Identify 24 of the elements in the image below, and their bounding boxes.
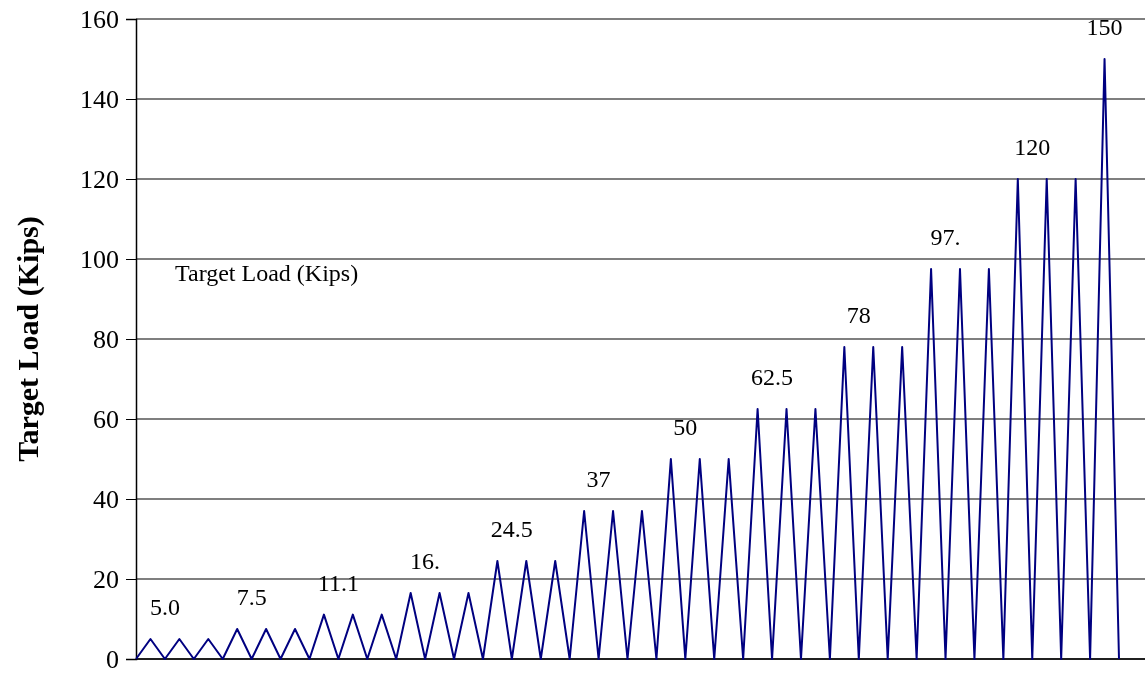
annotation: Target Load (Kips)	[175, 260, 359, 287]
annotation: 97.	[930, 224, 961, 250]
y-tick-label: 140	[80, 84, 119, 114]
y-tick-label: 40	[93, 484, 119, 514]
annotation: 24.5	[490, 516, 533, 542]
y-tick-label: 120	[80, 164, 119, 194]
y-tick-label: 20	[93, 564, 119, 594]
y-tick-label: 0	[106, 644, 119, 674]
line-series	[135, 58, 1120, 660]
annotation: 16.	[410, 548, 441, 574]
y-tick-label: 80	[93, 324, 119, 354]
annotation: 7.5	[236, 584, 267, 610]
y-axis-title: Target Load (Kips)	[11, 216, 45, 462]
annotation: 37	[586, 466, 611, 492]
annotation: 78	[846, 302, 871, 328]
y-tick-label: 160	[80, 4, 119, 34]
annotation: 11.1	[317, 569, 359, 596]
annotation: 62.5	[751, 364, 794, 390]
y-tick-label: 100	[80, 244, 119, 274]
annotation: 5.0	[149, 594, 180, 620]
annotation: 50	[673, 414, 698, 440]
annotation: 150	[1086, 14, 1123, 40]
y-tick-label: 60	[93, 404, 119, 434]
annotation: 120	[1014, 134, 1051, 160]
